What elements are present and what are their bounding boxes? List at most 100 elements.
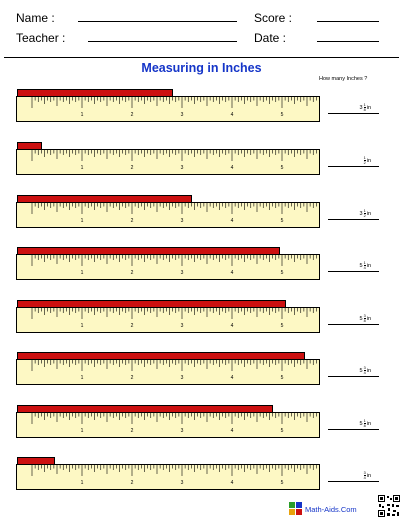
score-line[interactable]: [317, 21, 379, 22]
answer-value: 3 1 2 in: [360, 209, 371, 218]
fraction-denominator: 8: [363, 107, 366, 112]
fraction-denominator: 4: [363, 370, 366, 375]
answer-line: [328, 376, 379, 377]
answer-field[interactable]: 3 1 8 in: [328, 96, 379, 114]
ruler-number: 4: [231, 165, 234, 171]
ruler-number: 2: [131, 323, 134, 329]
fraction-denominator: 4: [363, 265, 366, 270]
fraction-denominator: 2: [363, 213, 366, 218]
ruler-number: 1: [81, 165, 84, 171]
answer-value: 5 1 8 in: [360, 419, 371, 428]
fraction-denominator: 8: [363, 318, 366, 323]
ruler-number: 1: [81, 112, 84, 118]
answer-value: 3 1 8 in: [360, 103, 371, 112]
ruler-number: 5: [281, 112, 284, 118]
name-label: Name :: [16, 11, 55, 25]
answer-line: [328, 324, 379, 325]
answer-line: [328, 219, 379, 220]
answer-unit: in: [366, 315, 371, 322]
problem-6: 123456534in: [0, 352, 403, 388]
ruler-number: 5: [281, 375, 284, 381]
fraction-numerator: 3: [363, 471, 366, 475]
answer-value: 5 1 4 in: [360, 261, 371, 270]
ruler-number: 5: [281, 323, 284, 329]
answer-whole: 5: [359, 262, 363, 269]
problem-5: 123456538in: [0, 300, 403, 336]
ruler: 123456: [16, 359, 320, 385]
answer-line: [328, 166, 379, 167]
ruler-number: 3: [181, 480, 184, 486]
ruler-number: 1: [81, 375, 84, 381]
ruler-number: 4: [231, 375, 234, 381]
ruler: 123456: [16, 149, 320, 175]
math-aids-logo-icon: [289, 502, 302, 515]
answer-whole: 5: [359, 315, 363, 322]
ruler-number: 5: [281, 165, 284, 171]
answer-unit: in: [366, 104, 371, 111]
answer-field[interactable]: 1 2 in: [328, 149, 379, 167]
ruler: 123456: [16, 254, 320, 280]
footer-site[interactable]: Math-Aids.Com: [305, 505, 357, 514]
answer-unit: in: [366, 420, 371, 427]
ruler-number: 4: [231, 218, 234, 224]
answer-field[interactable]: 5 1 8 in: [328, 412, 379, 430]
answer-field[interactable]: 5 1 4 in: [328, 254, 379, 272]
fraction-numerator: 1: [363, 261, 366, 265]
fraction-numerator: 3: [363, 366, 366, 370]
ruler-number: 4: [231, 428, 234, 434]
answer-line: [328, 113, 379, 114]
date-label: Date :: [254, 31, 287, 45]
problem-3: 123456312in: [0, 195, 403, 231]
name-line[interactable]: [78, 21, 237, 22]
teacher-label: Teacher :: [16, 31, 66, 45]
ruler-number: 1: [81, 323, 84, 329]
answer-value: 3 4 in: [363, 471, 371, 480]
answer-unit: in: [366, 157, 371, 164]
fraction-numerator: 1: [363, 419, 366, 423]
problem-1: 123456318in: [0, 89, 403, 125]
problem-8: 12345634in: [0, 457, 403, 493]
ruler-number: 4: [231, 480, 234, 486]
ruler-number: 5: [281, 428, 284, 434]
ruler-number: 4: [231, 323, 234, 329]
ruler: 123456: [16, 464, 320, 490]
problem-7: 123456518in: [0, 405, 403, 441]
answer-line: [328, 271, 379, 272]
answer-whole: 5: [359, 367, 363, 374]
answer-whole: 3: [359, 210, 363, 217]
ruler-number: 3: [181, 218, 184, 224]
ruler-number: 1: [81, 428, 84, 434]
answer-value: 1 2 in: [363, 156, 371, 165]
teacher-line[interactable]: [88, 41, 237, 42]
ruler-number: 3: [181, 112, 184, 118]
ruler-number: 5: [281, 480, 284, 486]
answer-field[interactable]: 3 1 2 in: [328, 202, 379, 220]
answer-value: 5 3 8 in: [360, 314, 371, 323]
answer-field[interactable]: 3 4 in: [328, 464, 379, 482]
answer-field[interactable]: 5 3 8 in: [328, 307, 379, 325]
ruler-number: 2: [131, 112, 134, 118]
ruler-number: 2: [131, 218, 134, 224]
header-divider: [4, 57, 399, 58]
fraction-denominator: 8: [363, 423, 366, 428]
answer-field[interactable]: 5 3 4 in: [328, 359, 379, 377]
date-line[interactable]: [317, 41, 379, 42]
fraction-numerator: 1: [363, 103, 366, 107]
ruler-number: 4: [231, 112, 234, 118]
answer-line: [328, 429, 379, 430]
ruler-number: 5: [281, 270, 284, 276]
ruler-number: 3: [181, 165, 184, 171]
ruler-number: 3: [181, 270, 184, 276]
answer-whole: 5: [359, 420, 363, 427]
fraction-numerator: 1: [363, 156, 366, 160]
answer-value: 5 3 4 in: [360, 366, 371, 375]
fraction-denominator: 2: [363, 160, 366, 165]
qr-code-icon: [378, 495, 400, 517]
ruler: 123456: [16, 412, 320, 438]
ruler-number: 3: [181, 323, 184, 329]
ruler: 123456: [16, 202, 320, 228]
